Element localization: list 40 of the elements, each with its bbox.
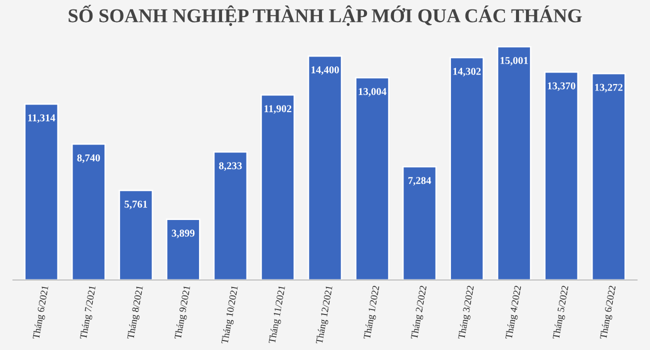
bar <box>260 94 295 280</box>
x-tick-label: Tháng 6/2021 <box>32 285 50 340</box>
x-tick-label: Tháng 6/2022 <box>600 285 618 340</box>
x-tick-label: Tháng 3/2022 <box>458 285 476 340</box>
bar <box>355 77 390 280</box>
x-tick-label: Tháng 2/2022 <box>410 285 429 340</box>
bar <box>308 55 342 280</box>
data-label: 15,001 <box>500 56 528 66</box>
x-tick-label: Tháng 1/2022 <box>363 285 382 340</box>
x-tick-label: Tháng 4/2022 <box>505 285 524 340</box>
bar <box>24 103 59 280</box>
data-label: 8,233 <box>219 162 242 171</box>
x-tick-label: Tháng 5/2022 <box>552 285 570 340</box>
data-label: 8,740 <box>77 154 100 163</box>
data-label: 14,400 <box>312 66 339 75</box>
x-tick-label: Tháng 11/2021 <box>268 285 288 344</box>
data-label: 14,302 <box>453 68 481 76</box>
bar <box>591 72 626 280</box>
bar <box>166 218 200 280</box>
data-label: 13,004 <box>358 88 386 97</box>
data-label: 11,314 <box>28 114 56 123</box>
data-label: 7,284 <box>408 177 432 186</box>
data-label: 5,761 <box>124 200 148 210</box>
data-label: 11,902 <box>264 105 292 114</box>
chart-title: SỐ SOANH NGHIỆP THÀNH LẬP MỚI QUA CÁC THÁNG <box>68 4 582 26</box>
x-tick-label: Tháng 12/2021 <box>316 285 334 344</box>
bar <box>118 190 154 280</box>
x-tick-label: Tháng 7/2021 <box>80 285 98 340</box>
bar <box>450 56 484 280</box>
x-tick-label: Tháng 9/2021 <box>174 285 192 340</box>
x-tick-label: Tháng 10/2021 <box>220 285 240 344</box>
bar <box>71 143 106 280</box>
x-tick-label: Tháng 8/2021 <box>126 285 145 340</box>
bar <box>544 71 579 280</box>
bar <box>496 46 532 280</box>
bar <box>213 151 248 280</box>
data-label: 13,370 <box>548 82 576 91</box>
data-label: 13,272 <box>595 84 623 92</box>
data-label: 3,899 <box>172 230 195 238</box>
bar <box>402 166 437 280</box>
